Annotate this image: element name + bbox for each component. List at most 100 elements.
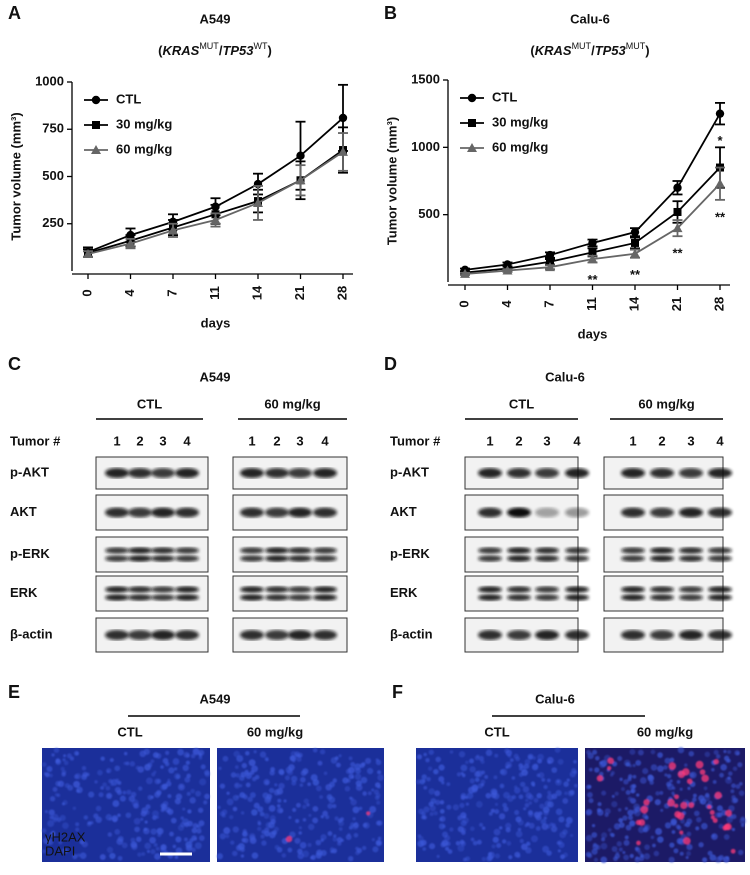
nucleus [257,806,264,813]
nucleus [295,753,300,758]
nucleus [338,827,343,831]
nucleus [457,844,465,852]
row-label: AKT [390,504,417,519]
nucleus [338,820,345,827]
nucleus [595,844,601,851]
nucleus [592,749,598,755]
nucleus [291,775,298,783]
nucleus [730,789,735,794]
series-line [87,117,344,253]
nucleus [137,852,142,857]
band [535,586,559,593]
nucleus [88,791,95,798]
nucleus [683,823,687,827]
row-label: p-AKT [390,464,429,479]
nucleus [611,846,618,852]
nucleus [76,853,81,857]
blot-box [232,575,348,612]
nucleus [307,782,311,787]
nucleus [195,790,202,797]
band [535,555,559,562]
nucleus [704,751,711,758]
nucleus [302,804,307,809]
blot-box [95,536,209,573]
marker [672,223,683,233]
nucleus [462,816,469,824]
nucleus [351,775,355,779]
nucleus [632,774,637,779]
nucleus [72,806,77,810]
nucleus [344,786,351,792]
x-axis-label: days [201,315,231,330]
nucleus [198,820,205,827]
row-label: p-ERK [390,546,430,561]
nucleus [265,757,269,762]
nucleus [261,829,266,835]
band [175,507,199,518]
nucleus [264,830,270,837]
nucleus [669,779,673,783]
nucleus [719,772,724,778]
band [708,547,732,554]
nucleus [460,764,468,772]
nucleus [702,857,708,863]
nucleus [492,836,499,843]
nucleus [219,811,225,817]
nucleus [360,776,368,784]
lane-label: 3 [296,433,303,448]
band [105,555,129,562]
band [313,547,337,554]
nucleus [100,756,105,761]
nucleus [449,827,454,832]
nucleus [365,757,372,764]
nucleus [627,774,633,779]
nucleus [125,812,132,819]
nucleus [232,806,238,812]
nucleus [604,808,611,815]
nucleus [172,844,177,849]
nucleus [669,757,675,763]
nuclei [415,747,578,862]
nucleus [334,756,339,761]
nucleus [601,790,607,796]
nucleus [686,831,692,837]
condition-label: 60 mg/kg [247,724,303,739]
nucleus [523,807,527,811]
nucleus [146,849,150,853]
nucleus [554,747,561,753]
nucleus [624,807,629,811]
nucleus [371,788,375,792]
condition-label: 60 mg/kg [637,724,693,739]
nucleus [350,761,356,767]
nucleus [543,784,548,790]
foci [695,760,704,769]
nucleus [288,815,292,820]
nucleus [264,796,272,804]
band [128,586,152,593]
nucleus [692,793,697,798]
nucleus [703,794,711,802]
nucleus [251,852,259,859]
nucleus [332,804,337,809]
band [565,555,589,562]
foci [707,804,712,810]
nucleus [555,778,562,786]
nucleus [268,787,275,794]
band [128,594,152,601]
nucleus [247,796,253,802]
nucleus [177,824,185,831]
band [265,468,289,478]
nucleus [307,843,312,848]
marker [673,207,682,216]
foci [635,819,642,826]
nucleus [134,826,140,833]
nucleus [141,852,146,856]
nucleus [731,795,736,800]
nucleus [187,809,192,814]
marker [168,225,178,235]
lane-label: 1 [113,433,120,448]
nucleus [499,783,505,789]
stain-label: γH2AX [45,829,86,844]
nucleus [90,821,94,825]
lane-label: 3 [687,433,694,448]
